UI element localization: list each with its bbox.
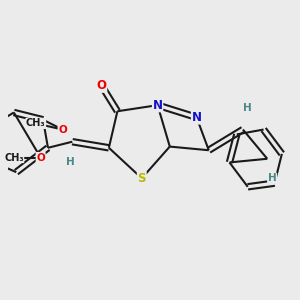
Text: O: O (97, 79, 106, 92)
Text: H: H (65, 158, 74, 167)
Text: O: O (58, 124, 67, 134)
Text: N: N (192, 111, 202, 124)
Text: H: H (268, 173, 277, 183)
Text: CH₃: CH₃ (4, 153, 24, 163)
Text: CH₃: CH₃ (26, 118, 46, 128)
Text: O: O (36, 153, 45, 163)
Text: N: N (153, 99, 163, 112)
Text: H: H (243, 103, 252, 112)
Text: S: S (137, 172, 146, 185)
